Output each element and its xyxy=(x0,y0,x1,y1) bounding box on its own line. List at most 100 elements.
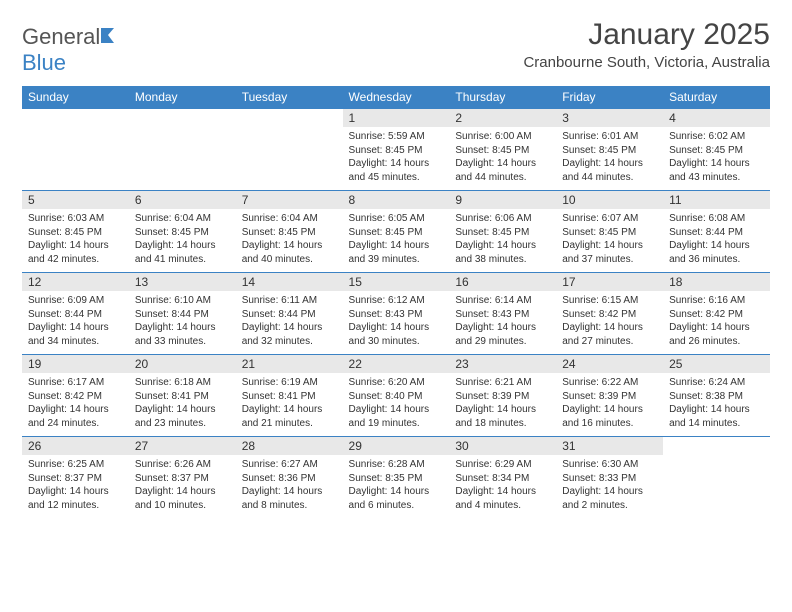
sunset-text: Sunset: 8:33 PM xyxy=(562,472,657,486)
day-detail-cell: Sunrise: 6:28 AMSunset: 8:35 PMDaylight:… xyxy=(343,455,450,518)
day-number-cell: 1 xyxy=(343,109,450,128)
day-number-cell: 28 xyxy=(236,437,343,456)
day-detail-cell xyxy=(129,127,236,191)
day-detail-cell: Sunrise: 6:19 AMSunset: 8:41 PMDaylight:… xyxy=(236,373,343,437)
title-block: January 2025 Cranbourne South, Victoria,… xyxy=(523,18,770,71)
sunrise-text: Sunrise: 6:22 AM xyxy=(562,376,657,390)
day-header: Wednesday xyxy=(343,86,450,109)
day-header: Friday xyxy=(556,86,663,109)
day-detail-cell: Sunrise: 6:06 AMSunset: 8:45 PMDaylight:… xyxy=(449,209,556,273)
day-detail-cell: Sunrise: 6:27 AMSunset: 8:36 PMDaylight:… xyxy=(236,455,343,518)
sunset-text: Sunset: 8:39 PM xyxy=(562,390,657,404)
sunset-text: Sunset: 8:36 PM xyxy=(242,472,337,486)
sunset-text: Sunset: 8:42 PM xyxy=(28,390,123,404)
sunset-text: Sunset: 8:41 PM xyxy=(135,390,230,404)
day-number-cell: 11 xyxy=(663,191,770,210)
daylight-text: Daylight: 14 hours and 24 minutes. xyxy=(28,403,123,430)
sunset-text: Sunset: 8:45 PM xyxy=(669,144,764,158)
day-detail-cell: Sunrise: 6:00 AMSunset: 8:45 PMDaylight:… xyxy=(449,127,556,191)
day-number-cell xyxy=(129,109,236,128)
day-detail-cell: Sunrise: 6:30 AMSunset: 8:33 PMDaylight:… xyxy=(556,455,663,518)
day-header: Monday xyxy=(129,86,236,109)
sunset-text: Sunset: 8:45 PM xyxy=(455,144,550,158)
sunrise-text: Sunrise: 6:15 AM xyxy=(562,294,657,308)
location-subtitle: Cranbourne South, Victoria, Australia xyxy=(523,54,770,71)
daylight-text: Daylight: 14 hours and 36 minutes. xyxy=(669,239,764,266)
sunrise-text: Sunrise: 6:01 AM xyxy=(562,130,657,144)
sunrise-text: Sunrise: 6:24 AM xyxy=(669,376,764,390)
day-detail-cell: Sunrise: 6:02 AMSunset: 8:45 PMDaylight:… xyxy=(663,127,770,191)
day-number-cell: 27 xyxy=(129,437,236,456)
sunrise-text: Sunrise: 6:30 AM xyxy=(562,458,657,472)
sunrise-text: Sunrise: 6:09 AM xyxy=(28,294,123,308)
day-header: Saturday xyxy=(663,86,770,109)
sunset-text: Sunset: 8:45 PM xyxy=(562,144,657,158)
day-number-cell: 30 xyxy=(449,437,556,456)
day-detail-cell: Sunrise: 6:26 AMSunset: 8:37 PMDaylight:… xyxy=(129,455,236,518)
sunset-text: Sunset: 8:39 PM xyxy=(455,390,550,404)
day-detail-cell: Sunrise: 6:25 AMSunset: 8:37 PMDaylight:… xyxy=(22,455,129,518)
day-number-cell: 12 xyxy=(22,273,129,292)
day-number-cell: 24 xyxy=(556,355,663,374)
sunset-text: Sunset: 8:41 PM xyxy=(242,390,337,404)
day-detail-cell: Sunrise: 6:14 AMSunset: 8:43 PMDaylight:… xyxy=(449,291,556,355)
calendar-header-row: SundayMondayTuesdayWednesdayThursdayFrid… xyxy=(22,86,770,109)
daylight-text: Daylight: 14 hours and 44 minutes. xyxy=(562,157,657,184)
sunrise-text: Sunrise: 6:14 AM xyxy=(455,294,550,308)
daylight-text: Daylight: 14 hours and 44 minutes. xyxy=(455,157,550,184)
daylight-text: Daylight: 14 hours and 34 minutes. xyxy=(28,321,123,348)
day-number-cell: 15 xyxy=(343,273,450,292)
sunset-text: Sunset: 8:42 PM xyxy=(562,308,657,322)
day-detail-cell: Sunrise: 6:04 AMSunset: 8:45 PMDaylight:… xyxy=(236,209,343,273)
day-number-cell: 13 xyxy=(129,273,236,292)
sunset-text: Sunset: 8:45 PM xyxy=(455,226,550,240)
sunset-text: Sunset: 8:34 PM xyxy=(455,472,550,486)
sunrise-text: Sunrise: 6:12 AM xyxy=(349,294,444,308)
daylight-text: Daylight: 14 hours and 8 minutes. xyxy=(242,485,337,512)
daylight-text: Daylight: 14 hours and 40 minutes. xyxy=(242,239,337,266)
day-number-cell: 19 xyxy=(22,355,129,374)
day-detail-cell: Sunrise: 6:11 AMSunset: 8:44 PMDaylight:… xyxy=(236,291,343,355)
day-number-cell: 22 xyxy=(343,355,450,374)
day-detail-cell: Sunrise: 6:03 AMSunset: 8:45 PMDaylight:… xyxy=(22,209,129,273)
day-number-cell: 20 xyxy=(129,355,236,374)
day-number-cell: 21 xyxy=(236,355,343,374)
day-number-cell: 23 xyxy=(449,355,556,374)
daylight-text: Daylight: 14 hours and 29 minutes. xyxy=(455,321,550,348)
sunrise-text: Sunrise: 6:26 AM xyxy=(135,458,230,472)
sunset-text: Sunset: 8:45 PM xyxy=(242,226,337,240)
sunrise-text: Sunrise: 6:21 AM xyxy=(455,376,550,390)
daylight-text: Daylight: 14 hours and 4 minutes. xyxy=(455,485,550,512)
day-detail-cell xyxy=(22,127,129,191)
logo-text: GeneralBlue xyxy=(22,24,122,76)
logo-word-1: General xyxy=(22,24,100,49)
sunset-text: Sunset: 8:45 PM xyxy=(349,144,444,158)
daylight-text: Daylight: 14 hours and 2 minutes. xyxy=(562,485,657,512)
sunrise-text: Sunrise: 6:17 AM xyxy=(28,376,123,390)
day-detail-cell: Sunrise: 6:20 AMSunset: 8:40 PMDaylight:… xyxy=(343,373,450,437)
sunset-text: Sunset: 8:44 PM xyxy=(135,308,230,322)
sunset-text: Sunset: 8:45 PM xyxy=(135,226,230,240)
sunset-text: Sunset: 8:44 PM xyxy=(669,226,764,240)
day-number-cell: 14 xyxy=(236,273,343,292)
day-detail-cell: Sunrise: 6:15 AMSunset: 8:42 PMDaylight:… xyxy=(556,291,663,355)
sunrise-text: Sunrise: 6:20 AM xyxy=(349,376,444,390)
daylight-text: Daylight: 14 hours and 27 minutes. xyxy=(562,321,657,348)
daylight-text: Daylight: 14 hours and 37 minutes. xyxy=(562,239,657,266)
day-number-cell: 18 xyxy=(663,273,770,292)
daylight-text: Daylight: 14 hours and 19 minutes. xyxy=(349,403,444,430)
day-number-cell: 5 xyxy=(22,191,129,210)
day-detail-cell: Sunrise: 6:08 AMSunset: 8:44 PMDaylight:… xyxy=(663,209,770,273)
day-detail-cell: Sunrise: 6:24 AMSunset: 8:38 PMDaylight:… xyxy=(663,373,770,437)
sunset-text: Sunset: 8:45 PM xyxy=(349,226,444,240)
sunset-text: Sunset: 8:45 PM xyxy=(28,226,123,240)
daylight-text: Daylight: 14 hours and 42 minutes. xyxy=(28,239,123,266)
calendar-page: GeneralBlue January 2025 Cranbourne Sout… xyxy=(0,0,792,536)
day-header: Thursday xyxy=(449,86,556,109)
daylight-text: Daylight: 14 hours and 10 minutes. xyxy=(135,485,230,512)
daylight-text: Daylight: 14 hours and 18 minutes. xyxy=(455,403,550,430)
day-detail-cell: Sunrise: 6:12 AMSunset: 8:43 PMDaylight:… xyxy=(343,291,450,355)
flag-icon xyxy=(100,26,122,44)
sunrise-text: Sunrise: 6:18 AM xyxy=(135,376,230,390)
daylight-text: Daylight: 14 hours and 33 minutes. xyxy=(135,321,230,348)
